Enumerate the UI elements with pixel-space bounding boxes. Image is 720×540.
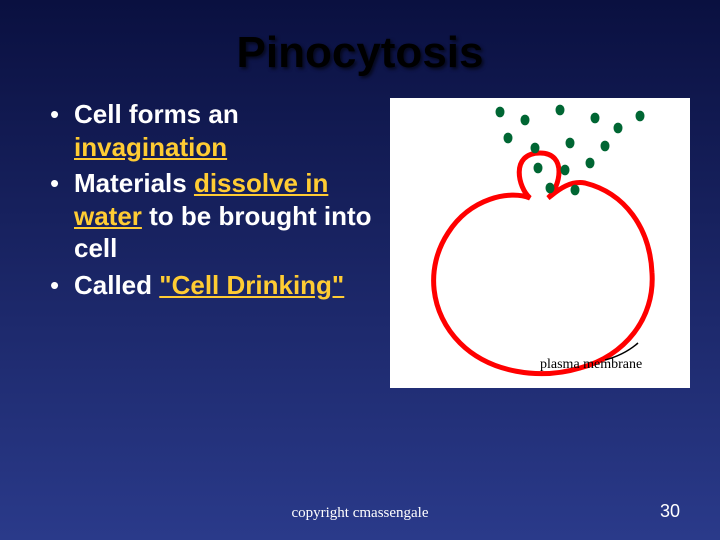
slide: Pinocytosis •Cell forms an invagination•… <box>0 0 720 540</box>
particle <box>561 165 570 176</box>
bullet-marker: • <box>50 167 74 265</box>
page-number: 30 <box>660 501 680 522</box>
particle <box>531 143 540 154</box>
pinocytosis-diagram: plasma membrane <box>390 98 690 388</box>
particle <box>546 183 555 194</box>
bullet-marker: • <box>50 269 74 302</box>
particle <box>586 158 595 169</box>
plain-text: Called <box>74 270 159 300</box>
slide-title: Pinocytosis <box>0 0 720 78</box>
bullet-item: •Materials dissolve in water to be broug… <box>50 167 380 265</box>
copyright-footer: copyright cmassengale <box>0 505 720 522</box>
bullet-text: Materials dissolve in water to be brough… <box>74 167 380 265</box>
bullet-list: •Cell forms an invagination•Materials di… <box>50 98 390 388</box>
plain-text: Materials <box>74 168 194 198</box>
particle <box>636 111 645 122</box>
diagram-svg: plasma membrane <box>390 98 690 388</box>
content-area: •Cell forms an invagination•Materials di… <box>0 78 720 388</box>
plain-text: Cell forms an <box>74 99 239 129</box>
membrane-label: plasma membrane <box>540 357 642 372</box>
highlight-text: invagination <box>74 132 227 162</box>
highlight-text: "Cell Drinking" <box>159 270 344 300</box>
particle <box>571 185 580 196</box>
particle <box>591 113 600 124</box>
bullet-item: •Cell forms an invagination <box>50 98 380 163</box>
copyright-text: copyright cmassengale <box>291 505 428 522</box>
particle <box>534 163 543 174</box>
particle <box>566 138 575 149</box>
bullet-text: Called "Cell Drinking" <box>74 269 344 302</box>
particle <box>601 141 610 152</box>
bullet-marker: • <box>50 98 74 163</box>
particle <box>504 133 513 144</box>
bullet-item: •Called "Cell Drinking" <box>50 269 380 302</box>
particle <box>614 123 623 134</box>
particle <box>496 107 505 118</box>
bullet-text: Cell forms an invagination <box>74 98 380 163</box>
particle <box>556 105 565 116</box>
particle <box>521 115 530 126</box>
